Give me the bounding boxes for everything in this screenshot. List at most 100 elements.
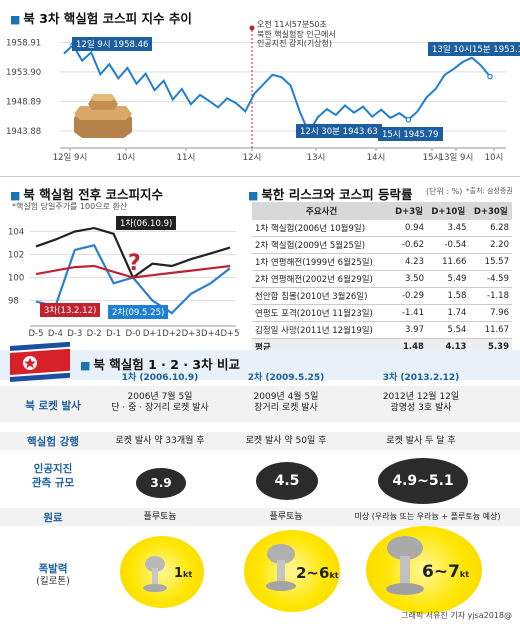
magnitude-oval-1: 3.9	[136, 468, 186, 498]
material-cell-3: 미상 (우라늄 또는 우라늄 + 플루토늄 예상)	[354, 512, 501, 521]
row-label-rocket: 북 로켓 발사	[25, 400, 81, 412]
legend-series-2: 2차(09.5.25)	[108, 305, 169, 319]
index-chart-subtitle: *핵실험 당일주가를 100으로 환산	[12, 202, 128, 211]
rocket-cell-1: 2006년 7월 5일 단 · 중 · 장거리 로켓 발사	[100, 392, 220, 415]
risk-header-d3: D+3일	[391, 202, 427, 220]
index-y-tick: 104	[8, 228, 24, 238]
test-cell-3: 로켓 발사 두 달 후	[386, 436, 456, 446]
kospi-x-tick: 12일 9시	[53, 153, 88, 163]
rocket-cell-2: 2009년 4월 5일 장거리 로켓 발사	[226, 392, 346, 415]
col-header-2: 2차 (2009.5.25)	[247, 373, 325, 383]
risk-cell: 1.74	[426, 304, 470, 322]
kospi-x-tick: 13일 9시	[439, 153, 474, 163]
mushroom-cloud-icon-2	[266, 544, 296, 591]
callout-end: 13일 10시15분 1953.11	[428, 42, 520, 56]
risk-table-source: *출처: 삼성증권	[466, 187, 513, 195]
index-x-tick: D+2	[162, 329, 181, 339]
risk-header-d10: D+10일	[426, 202, 470, 220]
rocket-2-desc: 장거리 로켓 발사	[254, 403, 318, 414]
risk-cell: 1.58	[426, 287, 470, 305]
rocket-1-date: 2006년 7월 5일	[127, 392, 193, 402]
magnitude-oval-2: 4.5	[256, 462, 318, 500]
rocket-1-desc: 단 · 중 · 장거리 로켓 발사	[111, 403, 209, 414]
material-cell-2: 플루토늄	[269, 512, 303, 522]
risk-table-row: 1차 핵실험(2006년 10월9일) 0.94 3.45 6.28	[252, 220, 512, 237]
index-x-tick: D-0	[125, 329, 140, 339]
graphic-credit: 그래픽 서유진 기자 yjsa2018@	[401, 611, 512, 620]
rocket-3-desc: 광명성 3호 발사	[390, 403, 452, 414]
risk-cell: 2.20	[469, 236, 512, 254]
yield-3-unit: kt	[459, 570, 470, 579]
index-x-tick: D+1	[143, 329, 162, 339]
risk-cell: -0.29	[391, 287, 427, 305]
risk-table-row: 김정일 사망(2011년 12월19일) 3.97 5.54 11.67	[252, 321, 512, 339]
row-label-magnitude: 인공지진 관측 규모	[8, 462, 98, 490]
row-label-yield-1: 폭발력	[38, 563, 68, 575]
kospi-x-tick: 12시	[243, 153, 262, 163]
comparison-title: 북 핵실험 1 · 2 · 3차 비교	[80, 354, 240, 373]
yield-2-number: 2~6	[296, 564, 330, 582]
kospi-y-tick: 1958.91	[6, 38, 41, 48]
index-x-tick: D-1	[106, 329, 121, 339]
risk-cell: 0.94	[391, 220, 427, 237]
risk-header-event: 주요사건	[252, 202, 392, 220]
row-label-yield: 폭발력 (킬로톤)	[8, 562, 98, 589]
callout-low2: 15시 1945.79	[378, 127, 443, 141]
kospi-series-line	[63, 43, 491, 135]
kospi-x-tick: 15시	[423, 153, 442, 163]
risk-cell: 연평도 포격(2010년 11월23일)	[252, 304, 392, 322]
risk-cell: -1.18	[469, 287, 512, 305]
row-label-magnitude-1: 인공지진	[33, 463, 73, 475]
callout-low1: 12시 30분 1943.63	[296, 124, 382, 138]
kospi-event-annotation: 오전 11시57분50초 북한 핵실험장 인근에서 인공지진 감지(기상청)	[257, 20, 336, 49]
rocket-cell-3: 2012년 12월 12일 광명성 3호 발사	[356, 392, 486, 415]
index-x-tick: D-2	[87, 329, 102, 339]
kospi-y-tick: 1943.88	[6, 127, 41, 137]
risk-cell: 천안함 침몰(2010년 3월26일)	[252, 287, 392, 305]
divider-1	[0, 176, 520, 177]
annotation-line-3: 인공지진 감지(기상청)	[257, 39, 333, 49]
annotation-line-1: 오전 11시57분50초	[257, 20, 327, 29]
risk-cell: -4.59	[469, 270, 512, 288]
kospi-event-marker	[249, 25, 255, 31]
yield-1-unit: kt	[183, 570, 193, 579]
kospi-key-point	[405, 116, 412, 123]
kospi-x-tick: 10시	[117, 153, 136, 163]
risk-table-row: 2차 핵실험(2009년 5월25일) -0.62 -0.54 2.20	[252, 236, 512, 254]
risk-table-row: 1차 연평해전(1999년 6월25일) 4.23 11.66 15.57	[252, 253, 512, 271]
yield-glow-3	[366, 526, 482, 614]
magnitude-oval-3: 4.9~5.1	[378, 458, 468, 504]
yield-value-1: 1kt	[174, 566, 192, 581]
index-series-line-3	[35, 264, 231, 279]
index-x-tick: D+4	[201, 329, 220, 339]
row-band-rocket	[0, 386, 520, 422]
row-label-test: 핵실험 강행	[27, 436, 79, 448]
risk-cell: 2차 연평해전(2002년 6월29일)	[252, 270, 392, 288]
risk-cell: 3.50	[391, 270, 427, 288]
risk-cell: 1차 연평해전(1999년 6월25일)	[252, 253, 392, 271]
kospi-y-tick: 1953.90	[6, 68, 41, 78]
kospi-x-tick: 10시	[485, 153, 504, 163]
risk-table-unit: (단위 : %)	[426, 187, 463, 196]
octagon-piece-illustration	[74, 94, 132, 138]
legend-series-1: 1차(06.10.9)	[116, 216, 177, 230]
annotation-line-2: 북한 핵실험장 인근에서	[257, 29, 336, 39]
risk-cell: -0.62	[391, 236, 427, 254]
index-y-tick: 102	[8, 251, 24, 261]
row-label-material: 원료	[43, 512, 63, 524]
risk-cell: 3.45	[426, 220, 470, 237]
yield-1-number: 1	[174, 566, 184, 581]
index-x-tick: D+3	[182, 329, 201, 339]
kospi-x-tick: 13시	[307, 153, 326, 163]
test-cell-2: 로켓 발사 약 50일 후	[245, 436, 327, 446]
north-korea-flag-icon	[10, 342, 70, 382]
index-y-tick: 98	[8, 297, 19, 307]
row-band-test	[0, 432, 520, 450]
rocket-2-date: 2009년 4월 5일	[253, 392, 319, 402]
risk-cell: 6.28	[469, 220, 512, 237]
question-mark: ?	[128, 251, 141, 276]
risk-cell: -0.54	[426, 236, 470, 254]
legend-series-3: 3차(13.2.12)	[40, 303, 101, 317]
mushroom-cloud-icon-1	[143, 556, 167, 592]
